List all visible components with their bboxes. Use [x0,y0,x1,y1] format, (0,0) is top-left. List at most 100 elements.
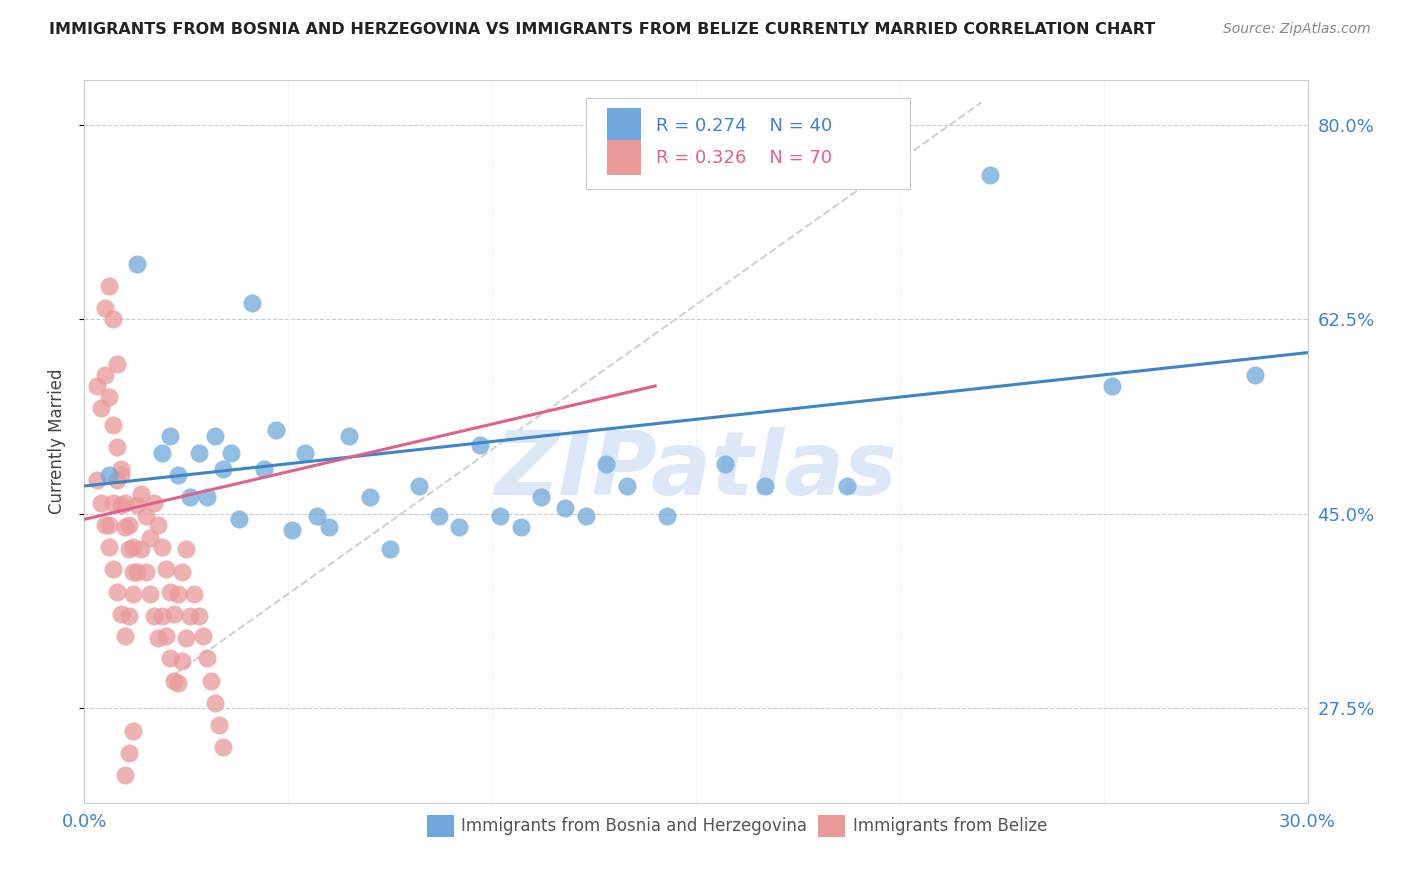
Point [97,517,120,532]
Text: ZIPatlas: ZIPatlas [495,427,897,514]
Point [305,508,328,523]
Point [114,496,136,510]
Point [150,445,173,459]
Point [150,609,173,624]
Point [110,498,132,512]
Point [427,508,450,523]
Point [204,429,226,443]
Point [93,517,115,532]
Point [979,168,1001,182]
Point [339,429,361,443]
Point [264,424,287,438]
Point [159,651,181,665]
Point [97,279,120,293]
Point [122,723,145,738]
Point [575,508,598,523]
Point [142,496,165,510]
Point [110,462,132,476]
Point [1243,368,1265,382]
Point [122,565,145,579]
Point [131,487,153,501]
Point [195,651,218,665]
FancyBboxPatch shape [606,109,641,143]
Point [86,474,108,488]
Point [142,609,165,624]
Point [114,629,136,643]
Point [97,467,120,482]
Point [101,417,124,432]
Point [713,457,735,471]
Point [122,587,145,601]
Point [1101,379,1123,393]
Point [281,524,304,538]
Text: R = 0.274    N = 40: R = 0.274 N = 40 [655,117,832,135]
Point [240,295,263,310]
Point [93,301,115,315]
Point [138,531,160,545]
Point [657,508,679,523]
Text: Source: ZipAtlas.com: Source: ZipAtlas.com [1223,22,1371,37]
Point [212,740,235,755]
Point [105,584,128,599]
Point [86,379,108,393]
Point [110,467,132,482]
Point [468,438,491,452]
Point [530,490,553,504]
Point [135,508,157,523]
Point [105,440,128,454]
Point [122,540,145,554]
Point [146,517,169,532]
Point [318,520,340,534]
Text: Immigrants from Belize: Immigrants from Belize [852,817,1047,835]
FancyBboxPatch shape [427,815,454,837]
Point [167,675,190,690]
Point [174,632,197,646]
FancyBboxPatch shape [818,815,845,837]
Point [835,479,858,493]
Point [159,429,181,443]
Point [172,565,194,579]
Point [754,479,776,493]
Point [595,457,617,471]
Point [138,587,160,601]
Point [159,584,181,599]
Point [127,257,149,271]
Point [101,496,124,510]
Point [127,565,149,579]
Point [155,629,177,643]
Point [131,542,153,557]
Point [118,746,141,760]
Point [204,696,226,710]
Text: IMMIGRANTS FROM BOSNIA AND HERZEGOVINA VS IMMIGRANTS FROM BELIZE CURRENTLY MARRI: IMMIGRANTS FROM BOSNIA AND HERZEGOVINA V… [49,22,1156,37]
Point [135,565,157,579]
Point [101,562,124,576]
Point [163,673,186,688]
Point [228,512,250,526]
Point [167,467,190,482]
Point [163,607,186,621]
Point [449,520,471,534]
Point [408,479,430,493]
Point [90,401,112,416]
Point [110,607,132,621]
Y-axis label: Currently Married: Currently Married [48,368,66,515]
Point [489,508,512,523]
Point [97,390,120,404]
Point [105,474,128,488]
Point [183,587,205,601]
Point [174,542,197,557]
Point [509,520,531,534]
Point [101,312,124,326]
Point [93,368,115,382]
Point [167,587,190,601]
Point [179,490,201,504]
Point [253,462,276,476]
Point [172,653,194,667]
Point [150,540,173,554]
Point [616,479,638,493]
Point [90,496,112,510]
Point [114,768,136,782]
Point [294,445,316,459]
Point [155,562,177,576]
Point [187,445,209,459]
